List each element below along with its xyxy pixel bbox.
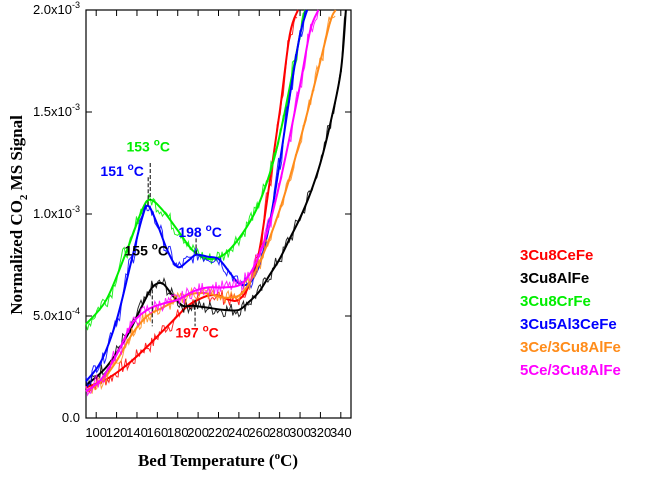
y-tick-label-4: 2.0x10-3 — [33, 0, 80, 17]
y-tick-label-3: 1.5x10-3 — [33, 102, 80, 119]
x-tick-label-7: 240 — [228, 425, 250, 440]
series-line-1 — [85, 9, 347, 387]
x-tick-label-11: 320 — [310, 425, 332, 440]
plot-frame — [85, 9, 352, 419]
series-layer — [85, 9, 347, 397]
x-tick-label-5: 200 — [187, 425, 209, 440]
annotation-label-4: 197 oC — [175, 324, 218, 341]
legend: 3Cu8CeFe 3Cu8AlFe 3Cu8CrFe 3Cu5Al3CeFe 3Ce/3… — [520, 247, 621, 379]
series-line-2 — [85, 9, 307, 325]
x-tick-label-0: 100 — [85, 425, 107, 440]
y-tick-label-1: 5.0x10-4 — [33, 306, 80, 323]
x-tick-label-10: 300 — [289, 425, 311, 440]
annotation-label-1: 151 oC — [100, 162, 143, 179]
x-tick-label-9: 280 — [269, 425, 291, 440]
y-tick-labels: 0.0 5.0x10-4 1.0x10-3 1.5x10-3 2.0x10-3 — [33, 0, 80, 425]
y-tick-label-2: 1.0x10-3 — [33, 204, 80, 221]
annotation-label-0: 153 oC — [126, 138, 169, 155]
series-line-5 — [85, 9, 320, 393]
annotation-layer: 153 oC 151 oC 198 oC 155 oC 197 oC — [100, 138, 221, 341]
x-tick-label-3: 160 — [146, 425, 168, 440]
legend-entry-1: 3Cu8AlFe — [520, 270, 589, 287]
x-tick-label-2: 140 — [126, 425, 148, 440]
axis-ticks — [86, 9, 351, 419]
legend-entry-3: 3Cu5Al3CeFe — [520, 316, 617, 333]
legend-entry-4: 3Ce/3Cu8AlFe — [520, 339, 621, 356]
x-tick-label-1: 120 — [106, 425, 128, 440]
series-line-4 — [85, 9, 337, 393]
x-tick-label-8: 260 — [248, 425, 270, 440]
y-axis-title: Normalized CO2 MS Signal — [7, 115, 30, 315]
legend-entry-0: 3Cu8CeFe — [520, 247, 593, 264]
legend-entry-2: 3Cu8CrFe — [520, 293, 591, 310]
series-line-3 — [85, 9, 309, 382]
x-axis-title: Bed Temperature (oC) — [138, 450, 298, 470]
x-tick-label-4: 180 — [167, 425, 189, 440]
legend-entry-5: 5Ce/3Cu8AlFe — [520, 362, 621, 379]
annotation-label-3: 155 oC — [125, 241, 168, 258]
x-tick-label-12: 340 — [330, 425, 352, 440]
y-tick-label-0: 0.0 — [62, 410, 80, 425]
x-tick-label-6: 220 — [208, 425, 230, 440]
annotation-label-2: 198 oC — [178, 223, 221, 240]
